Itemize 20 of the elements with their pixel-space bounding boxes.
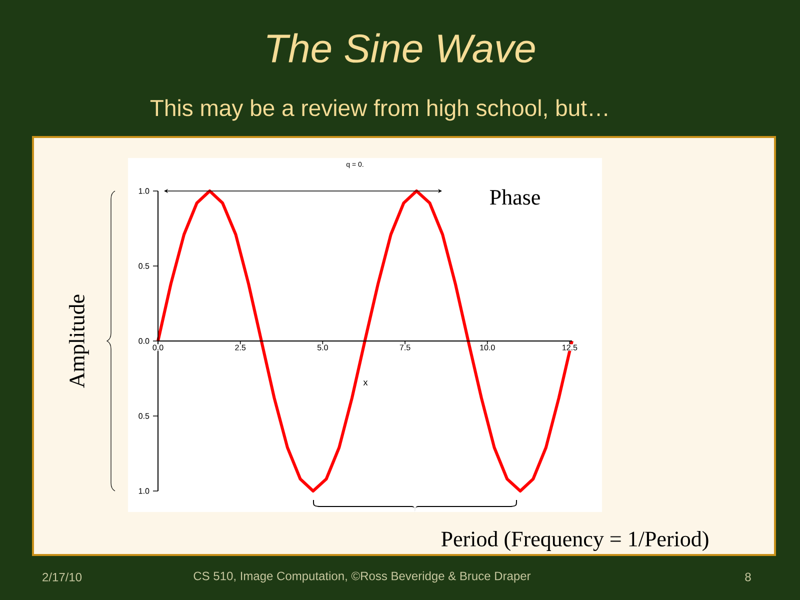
y-tick-label: 0.5 [138, 413, 150, 419]
text: Period (Frequency = 1/Period) [441, 530, 708, 552]
x-tick-label: 7.5 [400, 344, 410, 350]
text: 8 [745, 572, 751, 582]
x-tick-label: 10.0 [480, 344, 495, 350]
x-tick-label: 2.5 [235, 344, 246, 350]
chart-title: The Sine Wave [267, 33, 535, 63]
x-axis-title: x [363, 380, 368, 386]
text: 2/17/10 [42, 572, 82, 582]
y-tick-label: 1.0 [138, 188, 150, 194]
x-tick-label: 5.0 [317, 344, 328, 350]
y-tick-label: 0.0 [138, 338, 150, 344]
text: CS 510, Image Computation, ©Ross Beveridge & Bruce Draper [194, 571, 531, 583]
annotation: Phase [490, 189, 540, 205]
y-axis-title: Amplitude [68, 294, 89, 388]
y-tick-label: 0.5 [138, 263, 150, 269]
x-tick-label: 12.5 [562, 344, 578, 350]
chart-subtitle: This may be a review from high school, but… [150, 99, 607, 121]
y-tick-label: 1.0 [138, 488, 150, 494]
x-tick-label: 0.0 [152, 344, 164, 350]
